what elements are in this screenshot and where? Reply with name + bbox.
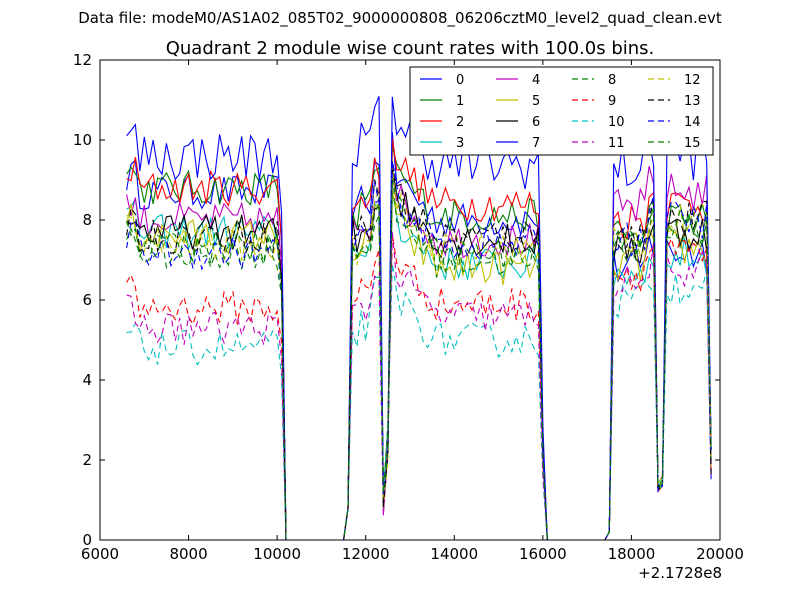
y-tick-label: 12	[73, 51, 92, 69]
series-line-6	[126, 167, 712, 541]
x-tick-label: 12000	[342, 545, 390, 563]
legend-label-11: 11	[608, 136, 625, 151]
series-line-8	[126, 172, 712, 541]
series-line-15	[126, 183, 712, 541]
legend-label-4: 4	[532, 73, 540, 88]
legend-label-3: 3	[456, 136, 464, 151]
chart-title: Quadrant 2 module wise count rates with …	[166, 38, 655, 59]
legend-label-7: 7	[532, 136, 540, 151]
y-tick-label: 8	[82, 211, 92, 229]
x-tick-label: 16000	[519, 545, 567, 563]
legend-label-14: 14	[684, 115, 701, 130]
legend-label-6: 6	[532, 115, 540, 130]
series-layer	[126, 96, 712, 541]
x-tick-label: 10000	[253, 545, 301, 563]
legend-label-15: 15	[684, 136, 701, 151]
legend-label-10: 10	[608, 115, 625, 130]
x-offset-label: +2.1728e8	[638, 564, 722, 582]
series-line-14	[126, 160, 712, 541]
series-line-5	[126, 190, 712, 541]
legend-box	[409, 66, 714, 156]
x-tick-label: 18000	[608, 545, 656, 563]
series-line-2	[126, 137, 712, 541]
legend-label-12: 12	[684, 73, 701, 88]
y-tick-label: 0	[82, 531, 92, 549]
legend-label-2: 2	[456, 115, 464, 130]
legend-label-8: 8	[608, 73, 616, 88]
x-axis: 6000 8000 10000 12000 14000 16000 18000 20000	[81, 60, 744, 563]
series-line-9	[126, 233, 712, 541]
legend-label-9: 9	[608, 94, 616, 109]
series-line-11	[126, 231, 712, 541]
legend-label-5: 5	[532, 94, 540, 109]
legend-label-0: 0	[456, 73, 464, 88]
y-tick-label: 4	[82, 371, 92, 389]
x-tick-label: 14000	[430, 545, 478, 563]
y-tick-label: 10	[73, 131, 92, 149]
legend-label-1: 1	[456, 94, 464, 109]
figure-suptitle: Data file: modeM0/AS1A02_085T02_90000008…	[78, 9, 722, 28]
x-tick-label: 6000	[81, 545, 119, 563]
x-tick-label: 8000	[169, 545, 207, 563]
y-tick-label: 6	[82, 291, 92, 309]
series-line-10	[126, 263, 712, 541]
legend-label-13: 13	[684, 94, 701, 109]
x-tick-label: 20000	[696, 545, 744, 563]
series-line-13	[126, 161, 712, 541]
series-line-3	[126, 192, 712, 541]
y-tick-label: 2	[82, 451, 92, 469]
